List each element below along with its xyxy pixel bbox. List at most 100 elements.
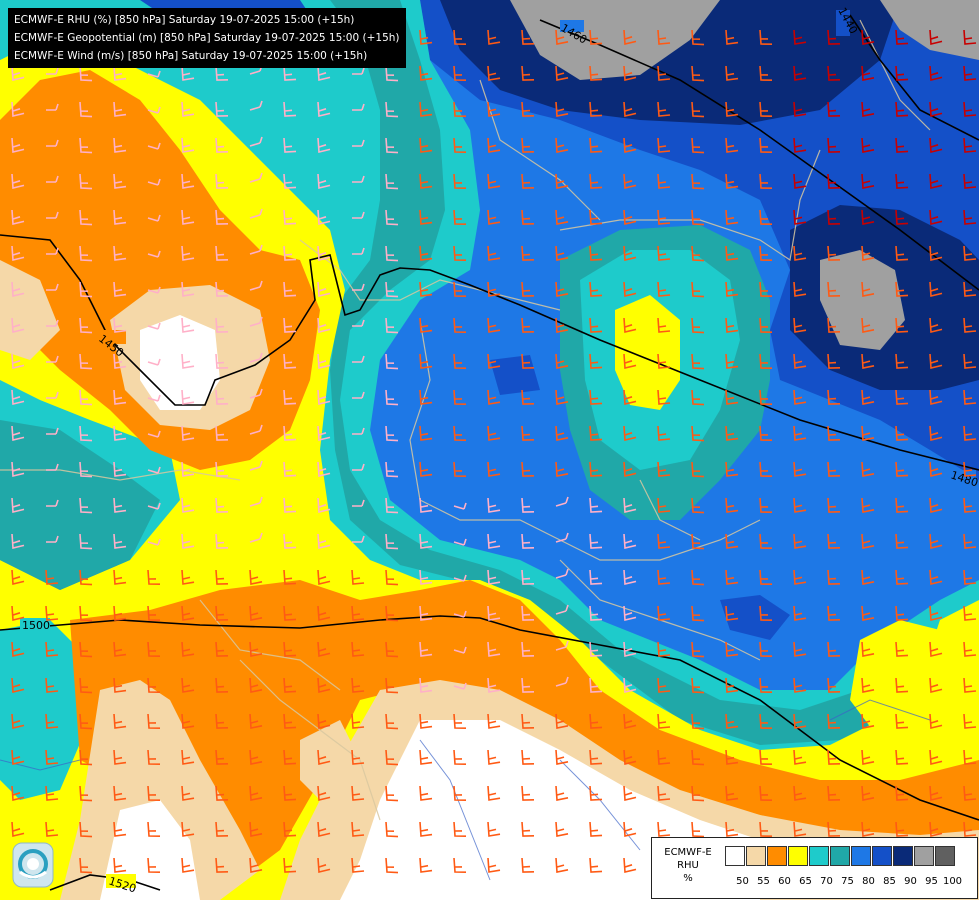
wind-barb: [963, 389, 977, 405]
wind-barb: [963, 425, 977, 441]
wind-barb: [147, 605, 161, 621]
legend-tick: 100: [942, 876, 963, 887]
wind-barb: [691, 749, 705, 766]
wind-barb: [521, 281, 535, 297]
wind-barb: [725, 677, 739, 693]
wind-barb: [79, 569, 93, 586]
wind-barb: [317, 245, 331, 261]
wind-barb: [793, 425, 807, 441]
wind-barb: [453, 821, 467, 837]
wind-barb: [929, 677, 943, 693]
wind-barb: [487, 353, 501, 369]
wind-barb: [725, 353, 739, 369]
wind-barb: [555, 676, 569, 687]
wind-barb: [555, 821, 569, 837]
wind-barb: [657, 425, 671, 441]
wind-barb: [589, 713, 603, 729]
wind-barb: [45, 821, 59, 837]
wind-barb: [487, 533, 501, 549]
wind-barb: [895, 533, 909, 549]
wind-barb: [283, 461, 297, 477]
wind-barb: [929, 65, 943, 81]
wind-barb: [487, 569, 501, 585]
wind-barb: [521, 533, 535, 549]
wind-barb: [215, 281, 229, 297]
wind-barb: [589, 317, 603, 333]
wind-barb: [351, 857, 365, 873]
title-rhu: ECMWF-E RHU (%) [850 hPa] Saturday 19-07…: [14, 14, 355, 26]
wind-barb: [793, 461, 807, 477]
wind-barb: [521, 245, 535, 261]
wind-barb: [419, 389, 433, 405]
wind-barb: [827, 713, 841, 729]
wind-barb: [215, 353, 229, 369]
wind-barb: [317, 173, 331, 189]
wind-barb: [521, 173, 535, 189]
wind-barb: [147, 358, 161, 366]
wind-barb: [453, 101, 467, 117]
wind-barb: [691, 713, 705, 730]
wind-barb: [385, 461, 399, 478]
wind-barb: [963, 29, 977, 45]
wind-barb: [793, 677, 807, 693]
wind-barb: [691, 533, 705, 550]
wind-barb: [352, 499, 365, 507]
wind-barb: [11, 317, 25, 333]
wind-barb: [215, 65, 229, 81]
wind-barb: [113, 749, 127, 765]
wind-barb: [657, 173, 671, 189]
wind-barb: [759, 821, 773, 837]
wind-barb: [963, 569, 977, 585]
wind-barb: [181, 857, 195, 873]
wind-barb: [589, 821, 603, 837]
wind-barb: [181, 821, 195, 837]
wind-barb: [317, 281, 331, 297]
wind-barb: [453, 317, 467, 333]
wind-barb: [963, 245, 977, 261]
wind-barb: [317, 857, 331, 873]
wind-barb: [11, 713, 25, 729]
wind-barb: [759, 65, 773, 81]
wind-barb: [419, 317, 433, 333]
wind-barb: [249, 460, 263, 471]
wind-barb: [79, 281, 93, 298]
wind-barb: [385, 857, 399, 874]
wind-barb: [827, 389, 841, 405]
wind-barb: [623, 137, 637, 153]
wind-barb: [283, 713, 297, 729]
wind-barb: [793, 749, 807, 765]
wind-barb: [589, 65, 603, 81]
wind-barb: [555, 317, 569, 333]
logo-icon: [12, 842, 54, 888]
wind-barb: [181, 209, 195, 225]
wind-barb: [249, 172, 263, 183]
wind-barb: [589, 245, 603, 261]
wind-barb: [215, 569, 229, 585]
wind-barb: [691, 281, 705, 298]
wind-barb: [215, 749, 229, 765]
wind-barb: [691, 137, 705, 154]
wind-barb: [147, 466, 161, 474]
wind-barb: [352, 427, 365, 435]
wind-barb: [725, 425, 739, 441]
wind-barb: [963, 281, 977, 297]
wind-barb: [861, 389, 875, 405]
wind-barb: [11, 821, 25, 837]
wind-barb: [827, 749, 841, 765]
wind-barb: [79, 749, 93, 766]
wind-barb: [691, 425, 705, 442]
wind-barb: [691, 497, 705, 514]
wind-barb: [759, 173, 773, 189]
wind-barb: [827, 461, 841, 477]
wind-barb: [147, 430, 161, 438]
wind-barb: [861, 605, 875, 621]
wind-barb: [419, 569, 433, 585]
wind-barb: [657, 569, 671, 585]
wind-barb: [79, 641, 93, 658]
wind-barb: [827, 641, 841, 657]
wind-barb: [589, 785, 603, 801]
wind-barb: [487, 137, 501, 153]
contour-1500: [0, 615, 979, 821]
wind-barb: [895, 29, 909, 45]
wind-barb: [11, 101, 25, 117]
